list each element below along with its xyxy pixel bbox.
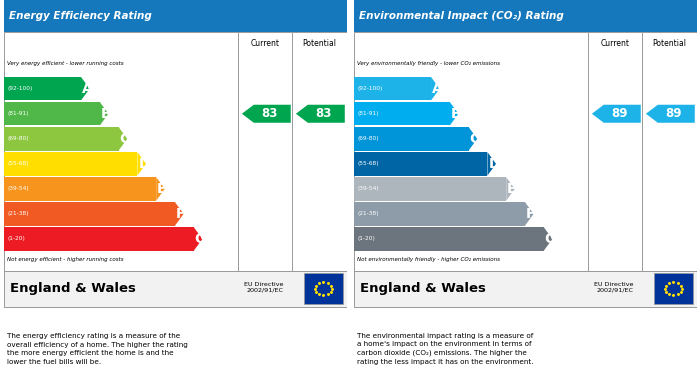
Text: Current: Current — [601, 39, 630, 48]
Text: B: B — [451, 107, 461, 121]
Text: Very environmentally friendly - lower CO₂ emissions: Very environmentally friendly - lower CO… — [357, 61, 500, 66]
Bar — [304, 273, 343, 304]
Text: (69-80): (69-80) — [358, 136, 379, 141]
Text: B: B — [101, 107, 111, 121]
Text: (1-20): (1-20) — [358, 237, 375, 242]
Polygon shape — [175, 202, 183, 226]
Text: G: G — [195, 232, 206, 246]
Text: EU Directive
2002/91/EC: EU Directive 2002/91/EC — [594, 282, 633, 292]
Bar — [4, 0, 346, 32]
Text: England & Wales: England & Wales — [360, 282, 486, 295]
Text: England & Wales: England & Wales — [10, 282, 136, 295]
Text: 89: 89 — [666, 107, 682, 120]
Text: A: A — [82, 82, 92, 96]
Polygon shape — [81, 77, 90, 100]
Bar — [4, 32, 346, 271]
Bar — [4, 177, 156, 201]
Bar — [4, 202, 175, 226]
Text: Potential: Potential — [302, 39, 337, 48]
Polygon shape — [431, 77, 440, 100]
Text: D: D — [489, 157, 500, 171]
Text: Environmental Impact (CO₂) Rating: Environmental Impact (CO₂) Rating — [358, 11, 564, 21]
Text: E: E — [507, 182, 517, 196]
Bar — [4, 102, 100, 126]
Text: (21-38): (21-38) — [8, 212, 29, 217]
Bar — [354, 127, 468, 151]
Text: Not energy efficient - higher running costs: Not energy efficient - higher running co… — [7, 257, 124, 262]
Polygon shape — [525, 202, 533, 226]
Polygon shape — [156, 177, 164, 201]
Text: (81-91): (81-91) — [358, 111, 379, 116]
Polygon shape — [468, 127, 477, 151]
Bar — [4, 77, 81, 100]
Bar — [354, 177, 506, 201]
Polygon shape — [646, 105, 695, 123]
Polygon shape — [242, 105, 290, 123]
Text: Current: Current — [251, 39, 280, 48]
Text: D: D — [139, 157, 150, 171]
Bar — [4, 127, 118, 151]
Bar — [354, 152, 487, 176]
Text: EU Directive
2002/91/EC: EU Directive 2002/91/EC — [244, 282, 283, 292]
Text: 89: 89 — [612, 107, 628, 120]
Bar — [354, 32, 696, 271]
Text: (81-91): (81-91) — [8, 111, 29, 116]
Bar — [4, 152, 137, 176]
Text: C: C — [470, 132, 480, 146]
Text: F: F — [526, 207, 536, 221]
Text: F: F — [176, 207, 186, 221]
Polygon shape — [506, 177, 514, 201]
Text: A: A — [432, 82, 442, 96]
Polygon shape — [194, 227, 202, 251]
Bar — [354, 202, 525, 226]
Text: (92-100): (92-100) — [8, 86, 33, 91]
Polygon shape — [544, 227, 552, 251]
Text: (55-68): (55-68) — [8, 161, 29, 166]
Bar — [354, 102, 450, 126]
Polygon shape — [592, 105, 640, 123]
Text: (55-68): (55-68) — [358, 161, 379, 166]
Bar — [4, 227, 194, 251]
Polygon shape — [450, 102, 459, 126]
Text: 83: 83 — [316, 107, 332, 120]
Polygon shape — [487, 152, 496, 176]
Text: The energy efficiency rating is a measure of the
overall efficiency of a home. T: The energy efficiency rating is a measur… — [7, 333, 188, 365]
Bar — [354, 227, 544, 251]
Polygon shape — [100, 102, 108, 126]
Text: (69-80): (69-80) — [8, 136, 29, 141]
Bar — [654, 273, 693, 304]
Bar — [354, 0, 696, 32]
Bar — [4, 271, 346, 307]
Polygon shape — [118, 127, 127, 151]
Polygon shape — [137, 152, 146, 176]
Text: (39-54): (39-54) — [358, 187, 379, 191]
Text: Potential: Potential — [652, 39, 687, 48]
Text: Very energy efficient - lower running costs: Very energy efficient - lower running co… — [7, 61, 124, 66]
Text: Energy Efficiency Rating: Energy Efficiency Rating — [8, 11, 151, 21]
Text: Not environmentally friendly - higher CO₂ emissions: Not environmentally friendly - higher CO… — [357, 257, 500, 262]
Text: G: G — [545, 232, 556, 246]
Bar — [354, 271, 696, 307]
Text: The environmental impact rating is a measure of
a home's impact on the environme: The environmental impact rating is a mea… — [357, 333, 533, 365]
Text: (1-20): (1-20) — [8, 237, 25, 242]
Bar — [354, 77, 431, 100]
Text: 83: 83 — [262, 107, 278, 120]
Text: E: E — [157, 182, 167, 196]
Text: C: C — [120, 132, 130, 146]
Text: (39-54): (39-54) — [8, 187, 29, 191]
Text: (21-38): (21-38) — [358, 212, 379, 217]
Text: (92-100): (92-100) — [358, 86, 383, 91]
Polygon shape — [296, 105, 345, 123]
